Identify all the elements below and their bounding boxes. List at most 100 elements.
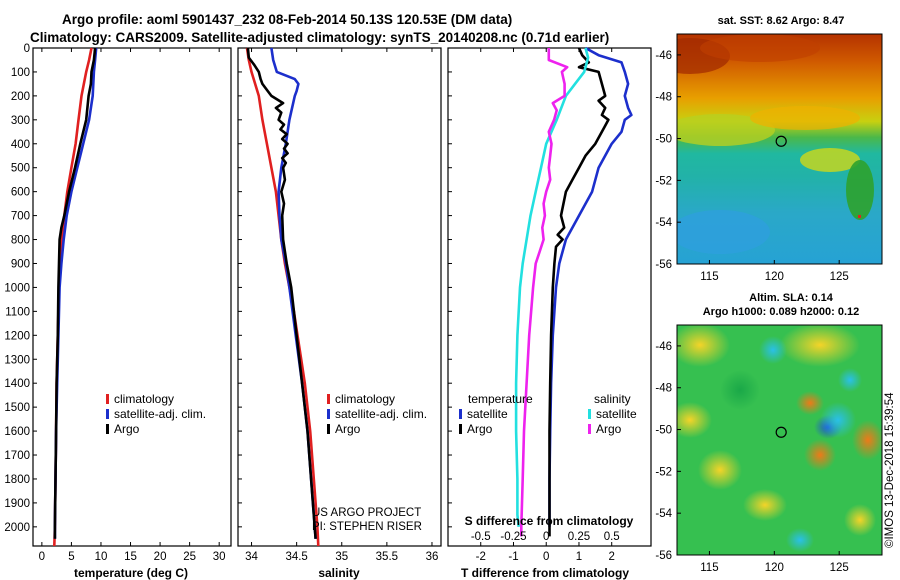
legend-swatch-argo bbox=[106, 424, 109, 434]
series-line-temperature-satellite bbox=[548, 46, 633, 527]
sst-warm-patch bbox=[700, 34, 820, 62]
depth-tick-label: 0 bbox=[24, 43, 30, 55]
s-difference-ticks: -0.5 -0.25 0 0.25 0.5 bbox=[471, 531, 620, 543]
salinity-plot: 34 34.5 35 35.5 36 bbox=[245, 47, 438, 563]
series-line-satellite-adj-clim- bbox=[53, 47, 98, 539]
depth-tick-label: 1300 bbox=[4, 354, 30, 366]
s-tick-label: -0.5 bbox=[471, 531, 491, 543]
x-tick-label: 1 bbox=[576, 551, 582, 563]
x-tick-label: 30 bbox=[213, 551, 226, 563]
sst-map-axes: -46 -48 -50 -52 -54 -56 115 120 125 bbox=[655, 50, 848, 283]
series-line-temperature-argo bbox=[548, 47, 610, 537]
lon-tick-label: 115 bbox=[700, 562, 718, 574]
lon-tick-label: 125 bbox=[830, 562, 849, 574]
depth-tick-label: 900 bbox=[11, 258, 30, 270]
lat-tick-label: -52 bbox=[655, 466, 672, 478]
series-line-argo bbox=[246, 47, 317, 539]
depth-tick-label: 600 bbox=[11, 187, 30, 199]
x-tick-label: 15 bbox=[124, 551, 137, 563]
legend-swatch-satellite-adj bbox=[327, 409, 330, 419]
depth-tick-label: 1200 bbox=[4, 330, 30, 342]
salinity-plot-frame bbox=[237, 47, 442, 547]
series-line-salinity-argo bbox=[519, 48, 569, 537]
lat-tick-label: -54 bbox=[655, 508, 672, 520]
title-line-1: Argo profile: aoml 5901437_232 08-Feb-20… bbox=[62, 12, 512, 27]
legend-label-satellite-adj: satellite-adj. clim. bbox=[114, 407, 206, 421]
lat-tick-label: -56 bbox=[655, 259, 672, 271]
salinity-legend: climatology satellite-adj. clim. Argo bbox=[327, 392, 427, 436]
legend-swatch-satellite-adj bbox=[106, 409, 109, 419]
lat-tick-label: -48 bbox=[655, 383, 672, 395]
title-line-2: Climatology: CARS2009. Satellite-adjuste… bbox=[30, 30, 609, 45]
temperature-xlabel: temperature (deg C) bbox=[74, 566, 188, 580]
depth-tick-label: 1800 bbox=[4, 474, 30, 486]
series-line-argo bbox=[53, 47, 97, 539]
x-tick-label: 35.5 bbox=[376, 551, 398, 563]
legend-label-t-satellite: satellite bbox=[467, 407, 508, 421]
depth-tick-label: 500 bbox=[11, 163, 30, 175]
sst-front bbox=[677, 114, 775, 146]
sla-negative-anomaly bbox=[838, 368, 862, 392]
legend-swatch-argo bbox=[327, 424, 330, 434]
sst-map-frame bbox=[676, 33, 883, 265]
credit-pi: PI: STEPHEN RISER bbox=[312, 521, 422, 533]
depth-tick-label: 200 bbox=[11, 91, 30, 103]
x-tick-label: 34.5 bbox=[285, 551, 307, 563]
temperature-legend: climatology satellite-adj. clim. Argo bbox=[106, 392, 206, 436]
sla-negative-anomaly bbox=[820, 402, 856, 438]
sst-red-pixel bbox=[858, 215, 861, 218]
sla-map: Altim. SLA: 0.14 Argo h1000: 0.089 h2000… bbox=[655, 292, 883, 574]
legend-swatch-s-argo bbox=[588, 424, 591, 434]
x-tick-label: 25 bbox=[183, 551, 196, 563]
x-tick-label: 35 bbox=[335, 551, 348, 563]
lat-tick-label: -46 bbox=[655, 50, 672, 62]
depth-tick-label: 1000 bbox=[4, 282, 30, 294]
x-tick-label: -1 bbox=[508, 551, 518, 563]
depth-tick-label: 700 bbox=[11, 211, 30, 223]
salinity-xlabel: salinity bbox=[318, 566, 360, 580]
lon-tick-label: 125 bbox=[830, 271, 849, 283]
legend-swatch-s-satellite bbox=[588, 409, 591, 419]
sla-positive-anomaly bbox=[743, 489, 787, 521]
x-tick-label: 5 bbox=[68, 551, 74, 563]
sst-map-title: sat. SST: 8.62 Argo: 8.47 bbox=[718, 15, 845, 27]
sla-positive-anomaly bbox=[804, 439, 836, 471]
difference-xlabel: T difference from climatology bbox=[461, 566, 629, 580]
difference-legend-temperature: temperature satellite Argo bbox=[459, 392, 533, 436]
lat-tick-label: -50 bbox=[655, 425, 672, 437]
sla-positive-anomaly bbox=[677, 402, 712, 438]
sla-positive-anomaly bbox=[698, 450, 742, 490]
lat-tick-label: -54 bbox=[655, 217, 672, 229]
x-tick-label: 34 bbox=[245, 551, 258, 563]
legend-label-t-argo: Argo bbox=[467, 422, 493, 436]
depth-tick-label: 2000 bbox=[4, 522, 30, 534]
legend-title-temperature: temperature bbox=[468, 392, 533, 406]
sla-positive-anomaly bbox=[796, 391, 824, 415]
sla-profile-marker bbox=[775, 426, 787, 438]
difference-plot: -2 -1 0 1 2 bbox=[476, 46, 633, 563]
legend-label-satellite-adj: satellite-adj. clim. bbox=[335, 407, 427, 421]
depth-tick-label: 300 bbox=[11, 115, 30, 127]
lat-tick-label: -48 bbox=[655, 92, 672, 104]
legend-swatch-t-argo bbox=[459, 424, 462, 434]
lon-tick-label: 120 bbox=[765, 562, 784, 574]
sst-front bbox=[800, 148, 860, 172]
legend-label-climatology: climatology bbox=[114, 392, 174, 406]
sst-front bbox=[750, 106, 860, 130]
sla-title-2: Argo h1000: 0.089 h2000: 0.12 bbox=[703, 306, 860, 318]
legend-title-salinity: salinity bbox=[594, 392, 631, 406]
depth-tick-label: 800 bbox=[11, 235, 30, 247]
sst-profile-marker bbox=[775, 135, 787, 147]
sla-positive-anomaly bbox=[677, 325, 730, 367]
x-tick-label: 0 bbox=[39, 551, 45, 563]
lat-tick-label: -52 bbox=[655, 175, 672, 187]
s-tick-label: 0.25 bbox=[568, 531, 590, 543]
sla-neutral bbox=[720, 370, 760, 410]
imos-credit: ©IMOS 13-Dec-2018 15:39:54 bbox=[884, 392, 896, 548]
depth-tick-label: 1700 bbox=[4, 450, 30, 462]
s-tick-label: 0.5 bbox=[604, 531, 620, 543]
legend-swatch-climatology bbox=[106, 394, 109, 404]
x-tick-label: 0 bbox=[543, 551, 549, 563]
sla-positive-anomaly bbox=[844, 504, 876, 536]
